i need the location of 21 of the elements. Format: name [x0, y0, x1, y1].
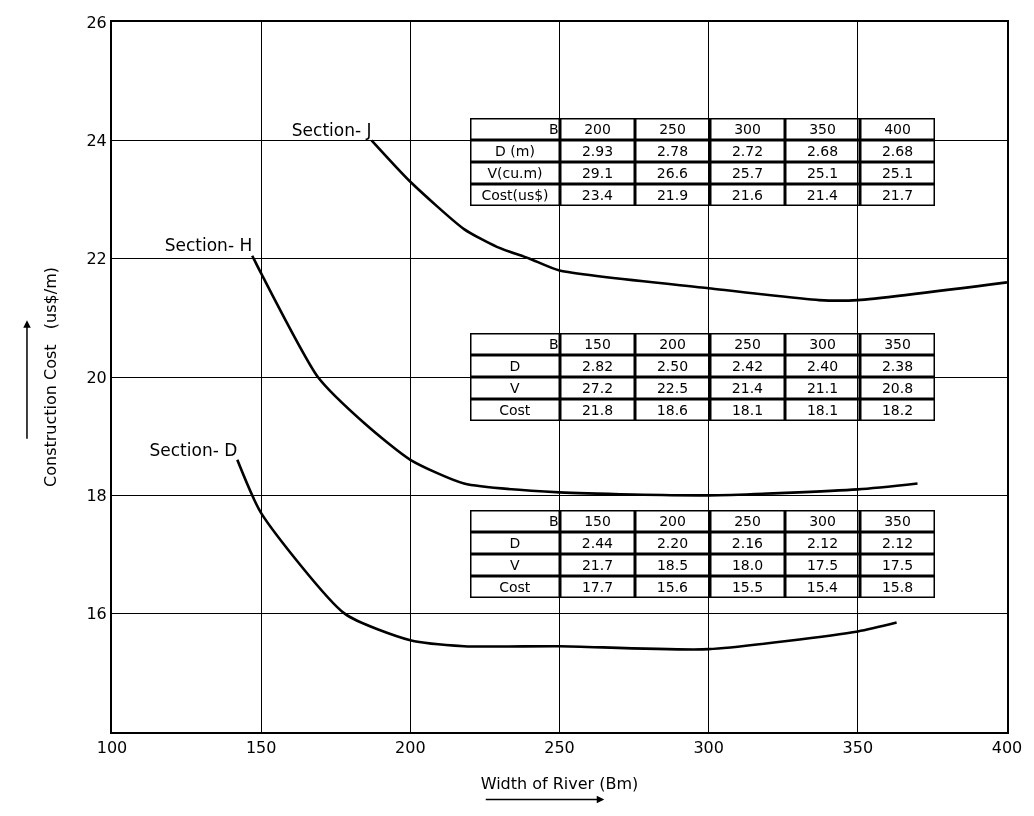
text: B 200 250 300 350 400 D (m) 2.93 2.78 2.72 2.68 2.68 V(cu.m) 29.1 26.6 25.7 25.1 25.1 Cost(us$) 23.4 21.9 21.6 21.4 21.7 [481, 121, 914, 203]
series-label: Section- H [164, 235, 253, 256]
y-tick-label: 16 [86, 604, 107, 624]
y-tick-label: 18 [86, 485, 107, 505]
y-tick-label: 22 [86, 249, 107, 269]
x-tick-label: 200 [395, 738, 426, 758]
y-tick-label: 26 [86, 12, 107, 32]
y-axis-title: Construction Cost (us$/m) [40, 267, 60, 487]
text: B 150 200 250 300 350 D 2.82 2.50 2.42 2.40 2.38 V 27.2 22.5 21.4 21.1 20.8 Cost 21.8 18.6 18.1 18.1 18.2 [499, 336, 914, 418]
x-tick-label: 350 [842, 738, 874, 758]
y-tick-label: 20 [86, 367, 107, 387]
x-tick-label: 250 [544, 738, 575, 758]
x-axis-title: Width of River (Bm) [480, 774, 639, 794]
x-tick-label: 100 [96, 738, 128, 758]
x-tick-label: 400 [991, 738, 1023, 758]
y-tick-label: 24 [86, 130, 107, 150]
x-tick-label: 300 [693, 738, 724, 758]
series-label: Section- J [291, 120, 372, 141]
text: B 150 200 250 300 350 D 2.44 2.20 2.16 2.12 2.12 V 21.7 18.5 18.0 17.5 17.5 Cost 17.7 15.6 15.5 15.4 15.8 [499, 513, 914, 595]
series-label: Section- D [149, 439, 238, 460]
x-tick-label: 150 [245, 738, 277, 758]
